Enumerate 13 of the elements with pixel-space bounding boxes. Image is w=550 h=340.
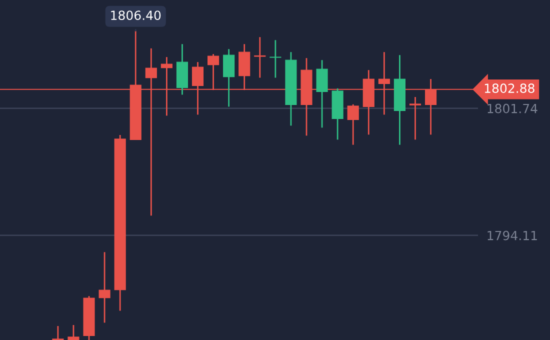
candlestick bbox=[254, 36, 266, 78]
candlestick bbox=[316, 59, 328, 128]
y-tick-label: 1794.11 bbox=[488, 230, 537, 240]
candlestick bbox=[68, 324, 80, 340]
annotation: 1806.40 bbox=[111, 10, 161, 20]
candlestick bbox=[270, 39, 282, 78]
candlestick bbox=[409, 96, 422, 140]
candlestick bbox=[98, 251, 110, 324]
candlestick bbox=[347, 104, 359, 146]
candlestick bbox=[223, 48, 235, 108]
y-tick-label: 1801.74 bbox=[488, 104, 538, 114]
ref-line-label: 1802.88 bbox=[484, 84, 534, 93]
candlestick bbox=[52, 325, 64, 340]
